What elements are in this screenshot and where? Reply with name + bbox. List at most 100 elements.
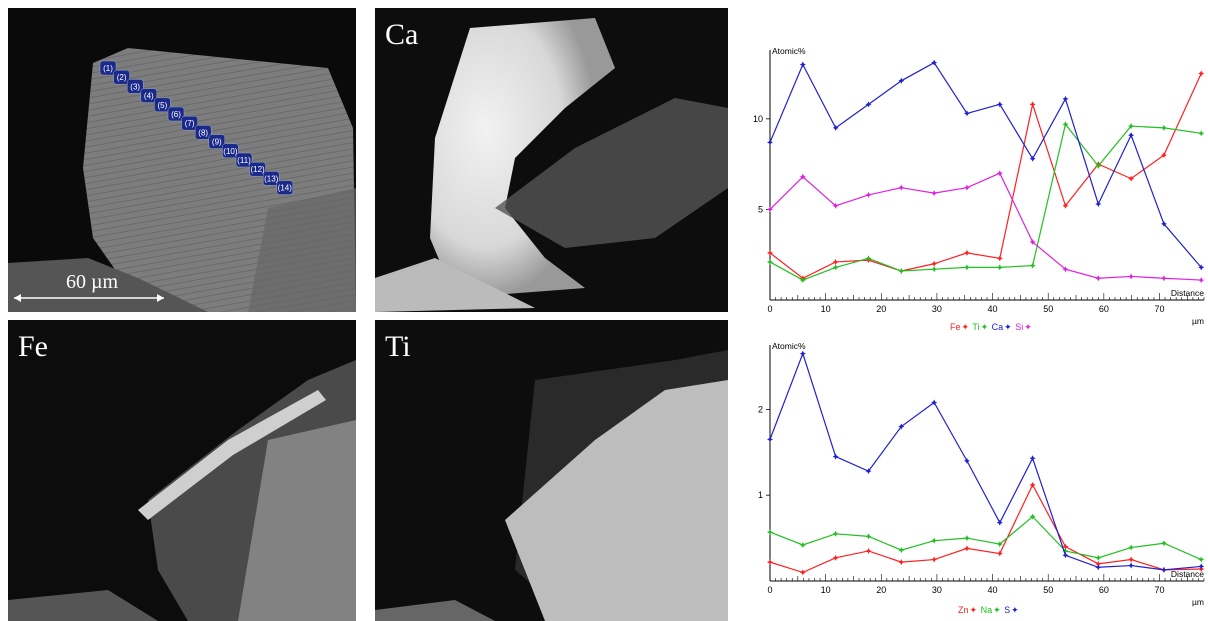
data-point-s (1160, 566, 1167, 573)
data-point-fe (996, 255, 1003, 262)
x-tick-label: 40 (988, 585, 998, 595)
data-point-si (898, 184, 905, 191)
data-point-ti (832, 264, 839, 271)
data-point-ti (1160, 124, 1167, 131)
data-point-ti (799, 277, 806, 284)
data-point-ti (1095, 162, 1102, 169)
svg-text:(12): (12) (250, 165, 265, 174)
legend-na: Na (980, 605, 993, 615)
data-point-na (1160, 540, 1167, 547)
y-axis-label: Atomic% (772, 46, 806, 56)
data-point-na (931, 537, 938, 544)
chart-1-legend: Fe✦ Ti✦ Ca✦ Si✦ (950, 322, 1032, 332)
data-point-zn (1029, 481, 1036, 488)
series-line-si (769, 172, 1202, 281)
x-tick-label: 50 (1043, 585, 1053, 595)
x-tick-label: 70 (1154, 304, 1164, 314)
svg-text:(10): (10) (223, 147, 238, 156)
line-scan-marker: (1) (99, 60, 117, 76)
data-point-ti (898, 268, 905, 275)
data-point-zn (1062, 543, 1069, 550)
data-point-s (931, 399, 938, 406)
line-scan-marker: (14) (276, 180, 294, 195)
data-point-zn (898, 559, 905, 566)
data-point-s (865, 468, 872, 475)
data-point-s (996, 519, 1003, 526)
x-tick-label: 0 (767, 585, 772, 595)
data-point-ca (1095, 200, 1102, 207)
svg-text:(2): (2) (117, 73, 127, 82)
legend-ti: Ti (972, 322, 980, 332)
data-point-fe (1160, 152, 1167, 159)
data-point-ti (865, 255, 872, 262)
x-tick-label: 60 (1099, 585, 1109, 595)
x-tick-label: 10 (821, 585, 831, 595)
svg-text:(9): (9) (212, 138, 222, 147)
data-point-ca (865, 101, 872, 108)
line-scan-marker: (4) (140, 88, 158, 103)
data-point-s (1128, 562, 1135, 569)
data-point-ca (1198, 264, 1205, 271)
line-scan-marker: (11) (235, 152, 253, 168)
series-line-s (769, 351, 1202, 571)
data-point-si (1128, 273, 1135, 280)
scale-label: 60 µm (66, 271, 119, 293)
chart-1-svg: 0 10 20 30 40 50 60 70 5 10 Atomic% Distance µm (753, 46, 1205, 326)
x-tick-label: 70 (1154, 585, 1164, 595)
data-point-si (1062, 266, 1069, 273)
data-point-ti (1198, 130, 1205, 137)
y-axis-label: Atomic% (772, 341, 806, 351)
data-point-zn (1095, 560, 1102, 567)
sem-image: (1)(2)(3)(4)(5)(6)(7)(8)(9)(10)(11)(12)(… (8, 8, 356, 312)
svg-text:(1): (1) (103, 64, 113, 73)
data-point-fe (1029, 101, 1036, 108)
data-point-ca (898, 77, 905, 84)
x-tick-label: 60 (1099, 304, 1109, 314)
data-point-zn (1128, 556, 1135, 563)
data-point-zn (767, 559, 773, 566)
legend-ca: Ca (991, 322, 1004, 332)
data-point-na (1062, 547, 1069, 554)
data-point-ti (931, 266, 938, 273)
x-tick-label: 20 (876, 304, 886, 314)
data-point-na (1198, 556, 1205, 563)
series-line-zn (769, 483, 1202, 574)
data-point-na (767, 529, 773, 536)
series-line-fe (769, 73, 1202, 279)
data-point-fe (767, 249, 773, 256)
data-point-na (1128, 544, 1135, 551)
line-scan-marker: (8) (194, 125, 212, 140)
x-axis-unit: µm (1192, 597, 1204, 607)
data-point-si (1160, 275, 1167, 282)
data-point-ti (767, 258, 773, 265)
data-point-zn (865, 547, 872, 554)
data-point-ti (1128, 123, 1135, 130)
line-scan-marker: (10) (222, 143, 239, 159)
line-scan-marker: (7) (181, 115, 198, 131)
data-point-si (832, 202, 839, 209)
ti-label: Ti (385, 330, 411, 363)
data-point-zn (832, 554, 839, 561)
legend-zn: Zn (958, 605, 969, 615)
data-point-na (996, 541, 1003, 548)
svg-text:(5): (5) (158, 101, 168, 110)
fe-map-panel: Fe (8, 320, 356, 621)
x-tick-label: 20 (876, 585, 886, 595)
x-tick-label: 30 (932, 585, 942, 595)
data-point-ca (1160, 220, 1167, 227)
data-point-na (898, 547, 905, 554)
svg-text:(7): (7) (185, 119, 195, 128)
data-point-ti (1029, 262, 1036, 269)
ca-map-image (375, 8, 728, 312)
svg-text:(8): (8) (198, 128, 208, 137)
data-point-s (898, 423, 905, 430)
line-scan-marker: (5) (154, 97, 171, 113)
data-point-ca (767, 139, 773, 146)
data-point-ca (931, 59, 938, 66)
data-point-s (1198, 563, 1205, 570)
data-point-na (865, 533, 872, 540)
data-point-si (1095, 275, 1102, 282)
data-point-s (1029, 455, 1036, 462)
data-point-s (1095, 564, 1102, 571)
line-scan-marker: (3) (126, 79, 144, 94)
